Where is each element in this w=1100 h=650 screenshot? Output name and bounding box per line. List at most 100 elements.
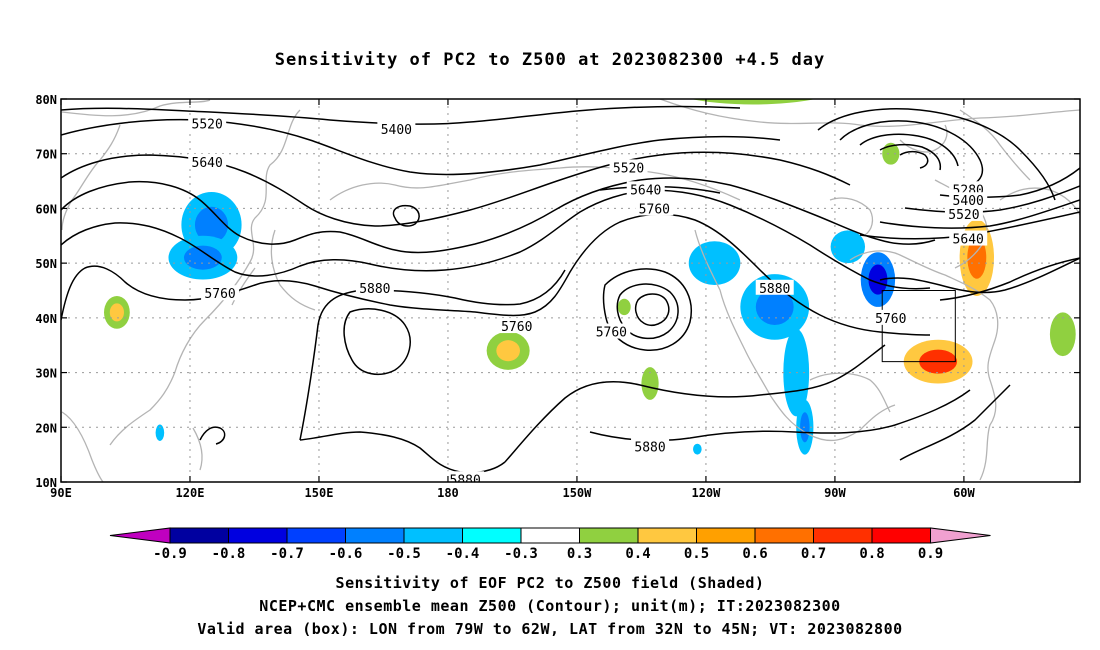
contour-label-bg — [609, 159, 648, 175]
lon-label: 120E — [176, 486, 205, 500]
contour-label: 5880 — [450, 473, 481, 488]
contour-label-bg — [755, 279, 794, 295]
sensitivity-blob-core-14 — [701, 71, 805, 95]
colorbar-box-5 — [462, 527, 522, 544]
sensitivity-blob-16 — [1049, 312, 1076, 357]
lat-label: 40N — [35, 312, 57, 326]
caption-shading: Sensitivity of EOF PC2 to Z500 field (Sh… — [335, 574, 765, 592]
colorbar-label: 0.4 — [625, 546, 650, 562]
colorbar-box-1 — [228, 527, 288, 544]
sensitivity-blob-4 — [617, 298, 631, 316]
colorbar-above-triangle — [930, 527, 991, 544]
colorbar-label: -0.3 — [504, 546, 538, 562]
colorbar-below-triangle — [109, 527, 171, 544]
lat-label: 50N — [35, 257, 57, 271]
contour-label-bg — [949, 230, 988, 246]
lon-label: 120W — [691, 486, 721, 500]
contour-label-bg — [626, 181, 665, 197]
contour-label: 5760 — [875, 312, 906, 327]
sensitivity-blob-5 — [641, 367, 659, 400]
contour-label: 5760 — [639, 202, 670, 217]
contour-label-bg — [949, 192, 988, 208]
colorbar-box-8 — [637, 527, 697, 544]
caption-valid-area: Valid area (box): LON from 79W to 62W, L… — [197, 620, 903, 638]
colorbar-box-0 — [169, 527, 229, 544]
lat-label: 80N — [35, 93, 57, 107]
colorbar-label: -0.6 — [329, 546, 363, 562]
colorbar-label: 0.7 — [801, 546, 826, 562]
sensitivity-blob-core-13 — [967, 236, 987, 279]
sensitivity-map: 5520 5640 5400 5760 5880 5760 5760 5520 5640 5760… — [35, 71, 1081, 562]
contour-label: 5640 — [192, 156, 223, 171]
lon-label: 60W — [953, 486, 975, 500]
lon-label: 150W — [562, 486, 592, 500]
colorbar-box-3 — [345, 527, 405, 544]
colorbar-box-12 — [871, 527, 931, 544]
contour-label-bg — [188, 115, 227, 131]
contour-label: 5400 — [953, 194, 984, 209]
coastlines — [61, 99, 1080, 482]
contour-label: 5640 — [630, 183, 661, 198]
lon-label: 90E — [50, 486, 72, 500]
contour-label: 5880 — [634, 440, 665, 455]
contour-label-bg — [497, 318, 536, 334]
contour-label: 5760 — [501, 320, 532, 335]
sensitivity-blob-core-7 — [755, 288, 794, 325]
contour-label: 5520 — [613, 161, 644, 176]
chart-title: Sensitivity of PC2 to Z500 at 2023082300… — [274, 50, 826, 70]
colorbar-label: 0.6 — [742, 546, 767, 562]
contour-label-bg — [355, 279, 394, 295]
sensitivity-blob-core-1 — [183, 245, 222, 270]
sensitivity-blob-15 — [882, 142, 900, 165]
colorbar: -0.9 -0.8 -0.7 -0.6 -0.5 -0.4 -0.3 0.3 0.4 0.5 0.6… — [109, 527, 991, 562]
contour-label-bg — [188, 153, 227, 169]
contour-label: 5760 — [596, 326, 627, 341]
contour-label-bg — [631, 438, 670, 454]
contour-label: 5520 — [192, 118, 223, 133]
lat-label: 30N — [35, 367, 57, 381]
colorbar-label: 0.5 — [684, 546, 709, 562]
colorbar-label: -0.9 — [153, 546, 187, 562]
colorbar-box-9 — [696, 527, 756, 544]
colorbar-label: -0.7 — [270, 546, 304, 562]
contour-label: 5760 — [204, 287, 235, 302]
colorbar-label: -0.4 — [446, 546, 480, 562]
contour-label-bg — [446, 471, 485, 482]
lon-label: 150E — [305, 486, 334, 500]
sensitivity-blob-core-0 — [194, 206, 229, 243]
sensitivity-blob-6 — [688, 241, 741, 286]
lat-label: 60N — [35, 202, 57, 216]
axis-ticks: 90E 120E 150E 180 150W 120W 90W 60W 10N 20N 30N 40N… — [35, 93, 1080, 500]
sensitivity-blob-17 — [155, 424, 165, 441]
lat-lon-grid — [61, 99, 1080, 482]
colorbar-box-10 — [754, 527, 814, 544]
colorbar-box-4 — [403, 527, 463, 544]
colorbar-label: -0.5 — [387, 546, 421, 562]
sensitivity-blob-core-10 — [868, 264, 888, 295]
contour-label-bg — [592, 323, 631, 339]
sensitivity-blob-core-3 — [496, 340, 520, 362]
contour-label: 5880 — [359, 282, 390, 297]
sensitivity-blob-core-2 — [109, 303, 124, 322]
lat-label: 10N — [35, 476, 57, 490]
lat-label: 20N — [35, 421, 57, 435]
caption-contour: NCEP+CMC ensemble mean Z500 (Contour); u… — [259, 597, 841, 615]
contour-label: 5880 — [759, 282, 790, 297]
contour-label: 5520 — [948, 208, 979, 223]
contour-label-bg — [944, 205, 983, 221]
colorbar-label: 0.3 — [567, 546, 592, 562]
contour-label: 5640 — [953, 233, 984, 248]
colorbar-box-7 — [579, 527, 639, 544]
contour-label-bg — [201, 285, 240, 301]
sensitivity-blob-11 — [830, 230, 866, 264]
colorbar-box-11 — [813, 527, 873, 544]
colorbar-label: -0.8 — [212, 546, 246, 562]
map-frame — [60, 98, 1081, 483]
lon-label: 180 — [437, 486, 459, 500]
colorbar-box-6 — [520, 527, 580, 544]
valid-area-box — [881, 290, 956, 363]
contour-label-bg — [377, 121, 416, 137]
contour-label: 5400 — [381, 123, 412, 138]
lat-label: 70N — [35, 148, 57, 162]
contour-labels: 5520 5640 5400 5760 5880 5760 5760 5520 5640 5760… — [188, 115, 988, 488]
